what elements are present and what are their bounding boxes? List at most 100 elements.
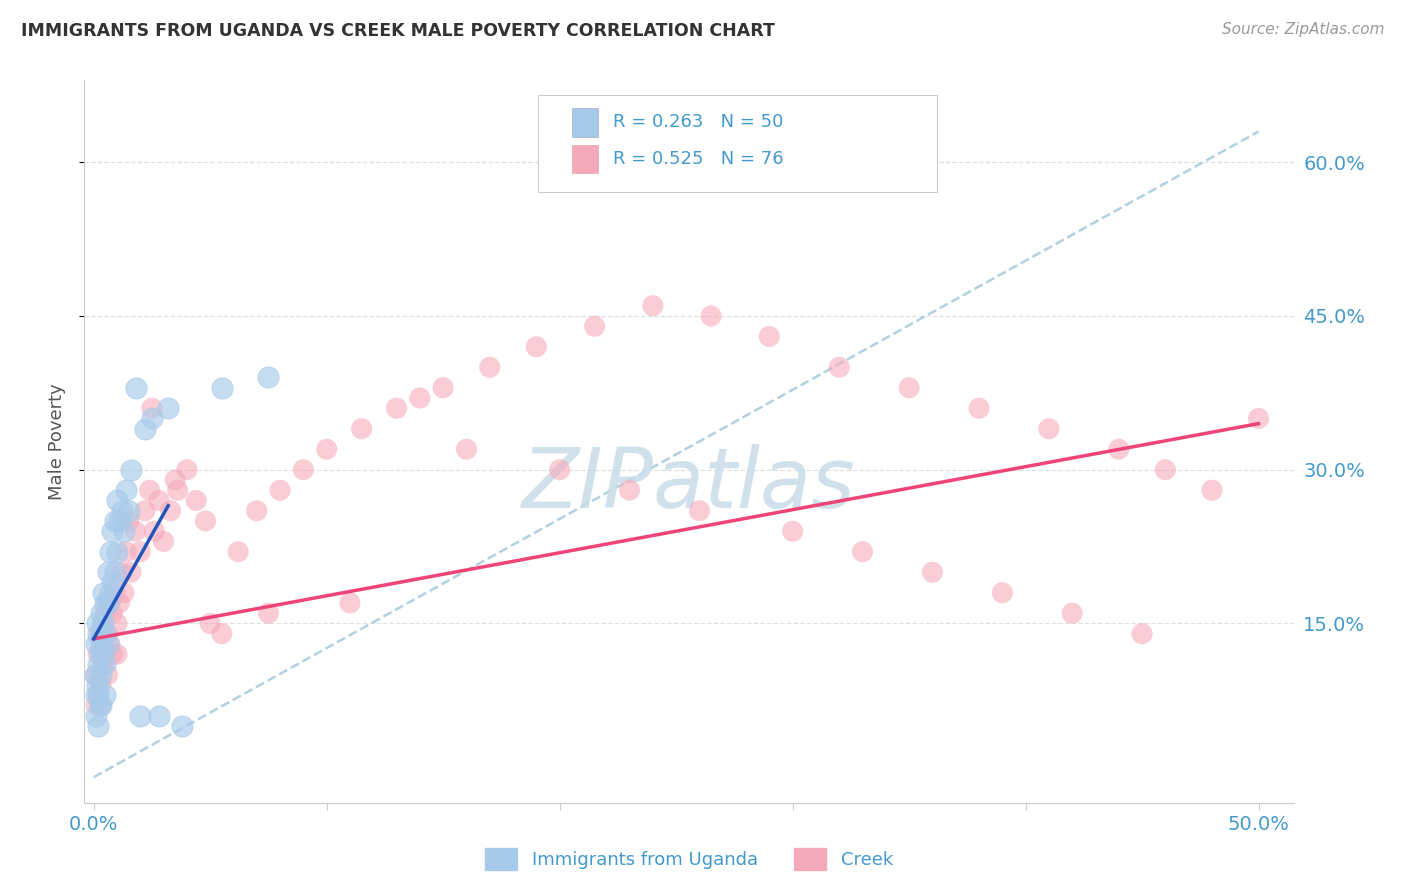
Point [90, 667, 112, 681]
Point [117, 504, 139, 518]
Point [108, 514, 131, 528]
Point [87, 647, 110, 661]
Point [97, 637, 120, 651]
Point [98, 637, 121, 651]
Point [87, 719, 110, 733]
Point [782, 524, 804, 539]
Point [165, 473, 187, 487]
Point [138, 483, 160, 498]
Point [83, 667, 105, 681]
Point [194, 514, 217, 528]
Point [967, 401, 990, 416]
Point [84, 637, 107, 651]
Point [112, 524, 135, 539]
Point [246, 504, 269, 518]
Point [108, 596, 131, 610]
Point [87, 626, 110, 640]
Point [478, 360, 501, 375]
Point [166, 483, 188, 498]
Point [269, 483, 291, 498]
Point [1038, 422, 1060, 436]
Point [432, 381, 454, 395]
Point [98, 596, 121, 610]
Point [87, 657, 110, 672]
Point [84, 667, 107, 681]
Point [143, 524, 166, 539]
Point [152, 534, 174, 549]
Point [120, 565, 142, 579]
Point [105, 647, 128, 661]
Point [198, 616, 221, 631]
Bar [572, 145, 599, 173]
Point [700, 309, 723, 323]
Text: Source: ZipAtlas.com: Source: ZipAtlas.com [1222, 22, 1385, 37]
Point [211, 381, 233, 395]
Point [97, 667, 120, 681]
Point [120, 463, 142, 477]
Point [84, 698, 107, 713]
Point [97, 596, 120, 610]
Point [583, 319, 606, 334]
Point [104, 585, 127, 599]
Point [172, 719, 194, 733]
Point [186, 493, 208, 508]
Point [641, 299, 664, 313]
Point [90, 626, 112, 640]
Point [141, 411, 163, 425]
Point [91, 657, 114, 672]
Point [101, 524, 124, 539]
Point [112, 585, 135, 599]
Point [619, 483, 641, 498]
Point [385, 401, 408, 416]
Point [91, 616, 114, 631]
Point [90, 698, 112, 713]
Point [548, 463, 571, 477]
Text: IMMIGRANTS FROM UGANDA VS CREEK MALE POVERTY CORRELATION CHART: IMMIGRANTS FROM UGANDA VS CREEK MALE POV… [21, 22, 775, 40]
Point [292, 463, 315, 477]
Point [339, 596, 361, 610]
Point [90, 606, 112, 620]
Point [124, 381, 146, 395]
Point [104, 565, 127, 579]
Point [257, 606, 280, 620]
Point [87, 688, 110, 702]
Point [87, 688, 110, 702]
Point [98, 545, 121, 559]
Point [91, 585, 114, 599]
Point [409, 391, 432, 405]
Point [115, 545, 138, 559]
Point [1247, 411, 1270, 425]
Text: R = 0.263   N = 50: R = 0.263 N = 50 [613, 113, 783, 131]
Point [94, 657, 117, 672]
Point [90, 678, 112, 692]
Point [101, 647, 124, 661]
Point [90, 637, 112, 651]
Point [115, 483, 138, 498]
Point [124, 524, 146, 539]
Point [89, 647, 111, 661]
Point [84, 708, 107, 723]
Point [97, 565, 120, 579]
Point [898, 381, 921, 395]
Point [1130, 626, 1153, 640]
Point [211, 626, 233, 640]
Point [94, 647, 117, 661]
Point [1062, 606, 1084, 620]
Point [828, 360, 851, 375]
Point [98, 585, 121, 599]
Point [148, 708, 170, 723]
Bar [572, 108, 599, 136]
Point [101, 606, 124, 620]
Point [105, 616, 128, 631]
Point [111, 565, 134, 579]
Point [176, 463, 198, 477]
FancyBboxPatch shape [538, 95, 936, 193]
Point [688, 504, 710, 518]
Point [90, 626, 112, 640]
Point [350, 422, 373, 436]
Point [105, 545, 128, 559]
Point [129, 708, 152, 723]
Point [456, 442, 478, 457]
Point [134, 504, 156, 518]
Point [1201, 483, 1223, 498]
